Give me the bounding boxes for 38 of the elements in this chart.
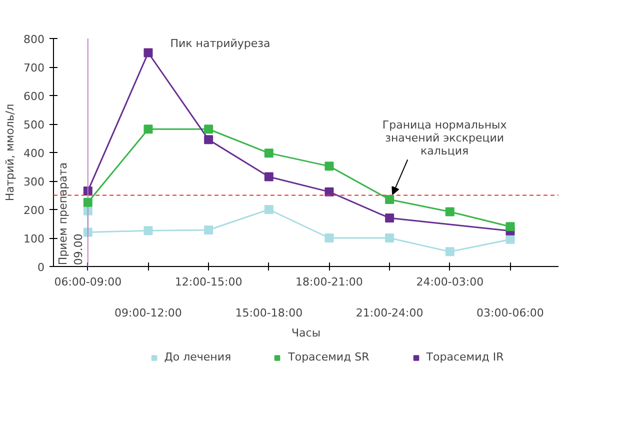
x-tick-label: 21:00-24:00 xyxy=(356,306,424,320)
legend-label: Торасемид IR xyxy=(426,350,504,364)
legend-label: Торасемид SR xyxy=(288,350,370,364)
y-tick-label: 800 xyxy=(24,33,45,46)
x-tick-label: 24:00-03:00 xyxy=(416,276,484,288)
y-tick-label: 400 xyxy=(24,147,45,160)
y-tick-label: 500 xyxy=(24,118,45,132)
point xyxy=(264,172,274,182)
x-tick-label: 03:00-06:00 xyxy=(476,306,544,320)
y-tick-label: 200 xyxy=(24,204,45,217)
point xyxy=(324,162,334,171)
annotation: Пик натрийуреза xyxy=(170,36,270,50)
y-tick-label: 100 xyxy=(24,232,45,246)
x-tick-label: 15:00-18:00 xyxy=(235,306,303,320)
x-tick-label: 18:00-21:00 xyxy=(296,276,363,288)
y-axis-title: Натрий, ммоль/л xyxy=(4,104,17,202)
point xyxy=(83,198,92,207)
x-tick-label: 12:00-15:00 xyxy=(174,276,242,288)
point xyxy=(264,148,274,158)
annotation: Граница нормальных значений экскреции кальция xyxy=(382,118,508,158)
y-tick-label: 300 xyxy=(24,176,45,188)
y-tick-label: 700 xyxy=(24,62,45,74)
point xyxy=(385,214,394,223)
point xyxy=(204,124,214,134)
x-tick-label: 09:00-12:00 xyxy=(114,306,182,320)
x-axis-title: Часы xyxy=(291,326,321,340)
point xyxy=(144,48,153,58)
point xyxy=(445,207,454,216)
y-tick-label: 600 xyxy=(24,90,45,103)
point xyxy=(144,124,153,134)
point xyxy=(385,195,394,204)
legend-label: До лечения xyxy=(164,350,232,364)
point xyxy=(506,222,515,232)
ref-line-label: Прием препарата 09.00 xyxy=(56,162,85,266)
y-tick-label: 0 xyxy=(38,261,44,274)
point xyxy=(324,187,334,196)
x-tick-label: 06:00-09:00 xyxy=(54,276,122,288)
point xyxy=(204,135,214,144)
